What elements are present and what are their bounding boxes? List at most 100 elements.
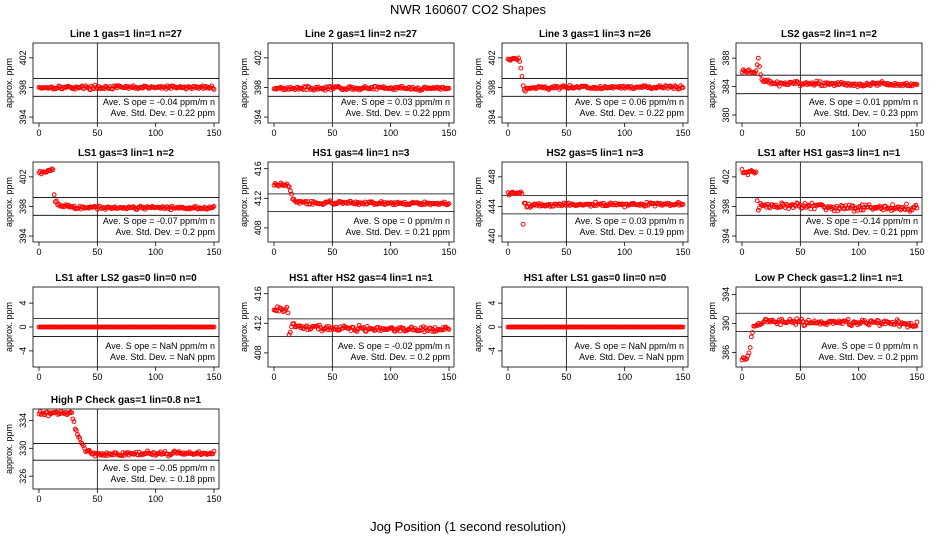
x-tick-label: 150 — [675, 247, 690, 257]
x-tick-label: 50 — [92, 372, 102, 382]
panel-13: High P Check gas=1 lin=0.8 n=1 0 50 100 150 3… — [4, 395, 222, 504]
data-point — [799, 316, 804, 322]
std-dev-annotation: Ave. Std. Dev. = 0.22 ppm — [580, 108, 684, 118]
y-tick-label: 412 — [253, 191, 263, 206]
y-tick-label: 330 — [18, 441, 28, 456]
panel-title: Line 1 gas=1 lin=1 n=27 — [70, 29, 182, 40]
data-point — [809, 200, 815, 206]
y-axis-label: approx. ppm — [473, 302, 483, 352]
y-axis-label: approx. ppm — [4, 302, 14, 352]
data-point — [211, 203, 217, 209]
slope-annotation: Ave. S ope = -0.07 ppm/m n — [103, 216, 215, 226]
y-tick-label: 326 — [18, 469, 28, 484]
data-point — [520, 221, 526, 227]
data-point — [285, 310, 291, 316]
y-tick-label: 394 — [18, 229, 28, 244]
data-point — [757, 64, 762, 69]
data-point — [378, 199, 384, 204]
data-point — [317, 322, 322, 328]
std-dev-annotation: Ave. Std. Dev. = 0.22 ppm — [346, 108, 450, 118]
x-tick-label: 100 — [148, 494, 163, 504]
x-tick-label: 100 — [383, 128, 398, 138]
data-point — [70, 416, 76, 422]
data-point — [748, 334, 754, 340]
std-dev-annotation: Ave. Std. Dev. = 0.18 ppm — [111, 474, 215, 484]
data-point — [876, 318, 881, 324]
y-tick-label: 402 — [18, 169, 28, 184]
x-tick-label: 50 — [92, 494, 102, 504]
std-dev-annotation: Ave. Std. Dev. = NaN ppm — [579, 352, 684, 362]
x-tick-label: 0 — [36, 494, 41, 504]
data-point — [439, 327, 445, 333]
data-point — [754, 198, 760, 204]
data-point — [755, 207, 761, 213]
panel-title: LS1 gas=3 lin=1 n=2 — [78, 148, 174, 159]
data-point — [210, 205, 216, 210]
panel-12: Low P Check gas=1.2 lin=1 n=1 0 50 100 150 38… — [707, 273, 925, 382]
x-tick-label: 0 — [36, 247, 41, 257]
data-point — [166, 206, 171, 212]
x-tick-label: 0 — [271, 247, 276, 257]
panel-title: HS1 after HS2 gas=4 lin=1 n=1 — [289, 273, 433, 284]
x-tick-label: 150 — [206, 372, 221, 382]
data-point — [860, 207, 866, 213]
data-point — [890, 202, 895, 207]
data-point — [680, 324, 686, 330]
data-point — [908, 320, 914, 326]
data-point — [680, 201, 686, 207]
x-tick-label: 150 — [909, 128, 924, 138]
y-tick-label: 444 — [487, 199, 497, 214]
plot-frame — [32, 408, 220, 490]
panel-title: Low P Check gas=1.2 lin=1 n=1 — [755, 273, 903, 284]
slope-annotation: Ave. S ope = -0.04 ppm/m n — [103, 97, 215, 107]
std-dev-annotation: Ave. Std. Dev. = NaN ppm — [110, 352, 215, 362]
data-point — [80, 443, 86, 449]
data-points — [36, 324, 217, 330]
y-tick-label: 408 — [253, 220, 263, 235]
data-point — [856, 320, 862, 326]
panel-title: LS2 gas=2 lin=1 n=2 — [781, 29, 877, 40]
data-point — [680, 85, 686, 90]
data-point — [845, 316, 851, 322]
data-point — [191, 204, 197, 210]
data-point — [284, 304, 290, 310]
y-axis-label: approx. ppm — [239, 58, 249, 108]
y-tick-label: 398 — [253, 80, 263, 95]
data-point — [765, 77, 771, 83]
panel-title: HS1 gas=4 lin=1 n=3 — [313, 148, 410, 159]
data-point — [71, 419, 77, 424]
data-point — [824, 322, 830, 327]
x-tick-label: 150 — [909, 247, 924, 257]
data-point — [420, 324, 426, 330]
data-point — [350, 324, 356, 330]
y-tick-label: 440 — [487, 229, 497, 244]
data-point — [77, 436, 83, 441]
slope-annotation: Ave. S ope = 0.03 ppm/m n — [575, 216, 684, 226]
data-point — [745, 353, 751, 359]
data-point — [286, 184, 292, 190]
data-point — [909, 207, 915, 213]
panel-4: LS2 gas=2 lin=1 n=2 0 50 100 150 380 384 388 app… — [707, 29, 925, 138]
x-tick-label: 100 — [383, 372, 398, 382]
y-axis-label: approx. ppm — [4, 177, 14, 227]
data-point — [904, 201, 909, 207]
y-tick-label: 390 — [721, 316, 731, 331]
panel-title: Line 3 gas=1 lin=3 n=26 — [539, 29, 651, 40]
data-point — [519, 74, 525, 79]
x-tick-label: 150 — [206, 128, 221, 138]
std-dev-annotation: Ave. Std. Dev. = 0.22 ppm — [111, 108, 215, 118]
x-tick-label: 50 — [795, 372, 805, 382]
slope-annotation: Ave. S ope = NaN ppm/m n — [105, 341, 215, 351]
data-point — [858, 207, 864, 213]
x-tick-label: 50 — [561, 247, 571, 257]
data-point — [303, 199, 308, 204]
data-point — [210, 451, 216, 457]
y-tick-label: 416 — [253, 286, 263, 301]
data-point — [211, 448, 217, 454]
x-tick-label: 100 — [617, 372, 632, 382]
y-axis-label: approx. ppm — [4, 58, 14, 108]
panel-7: HS2 gas=5 lin=1 n=3 0 50 100 150 440 444 448 app… — [473, 148, 691, 257]
y-tick-label: 0 — [487, 324, 497, 329]
panel-5: LS1 gas=3 lin=1 n=2 0 50 100 150 394 398 402 app… — [4, 148, 222, 257]
x-tick-label: 100 — [851, 247, 866, 257]
